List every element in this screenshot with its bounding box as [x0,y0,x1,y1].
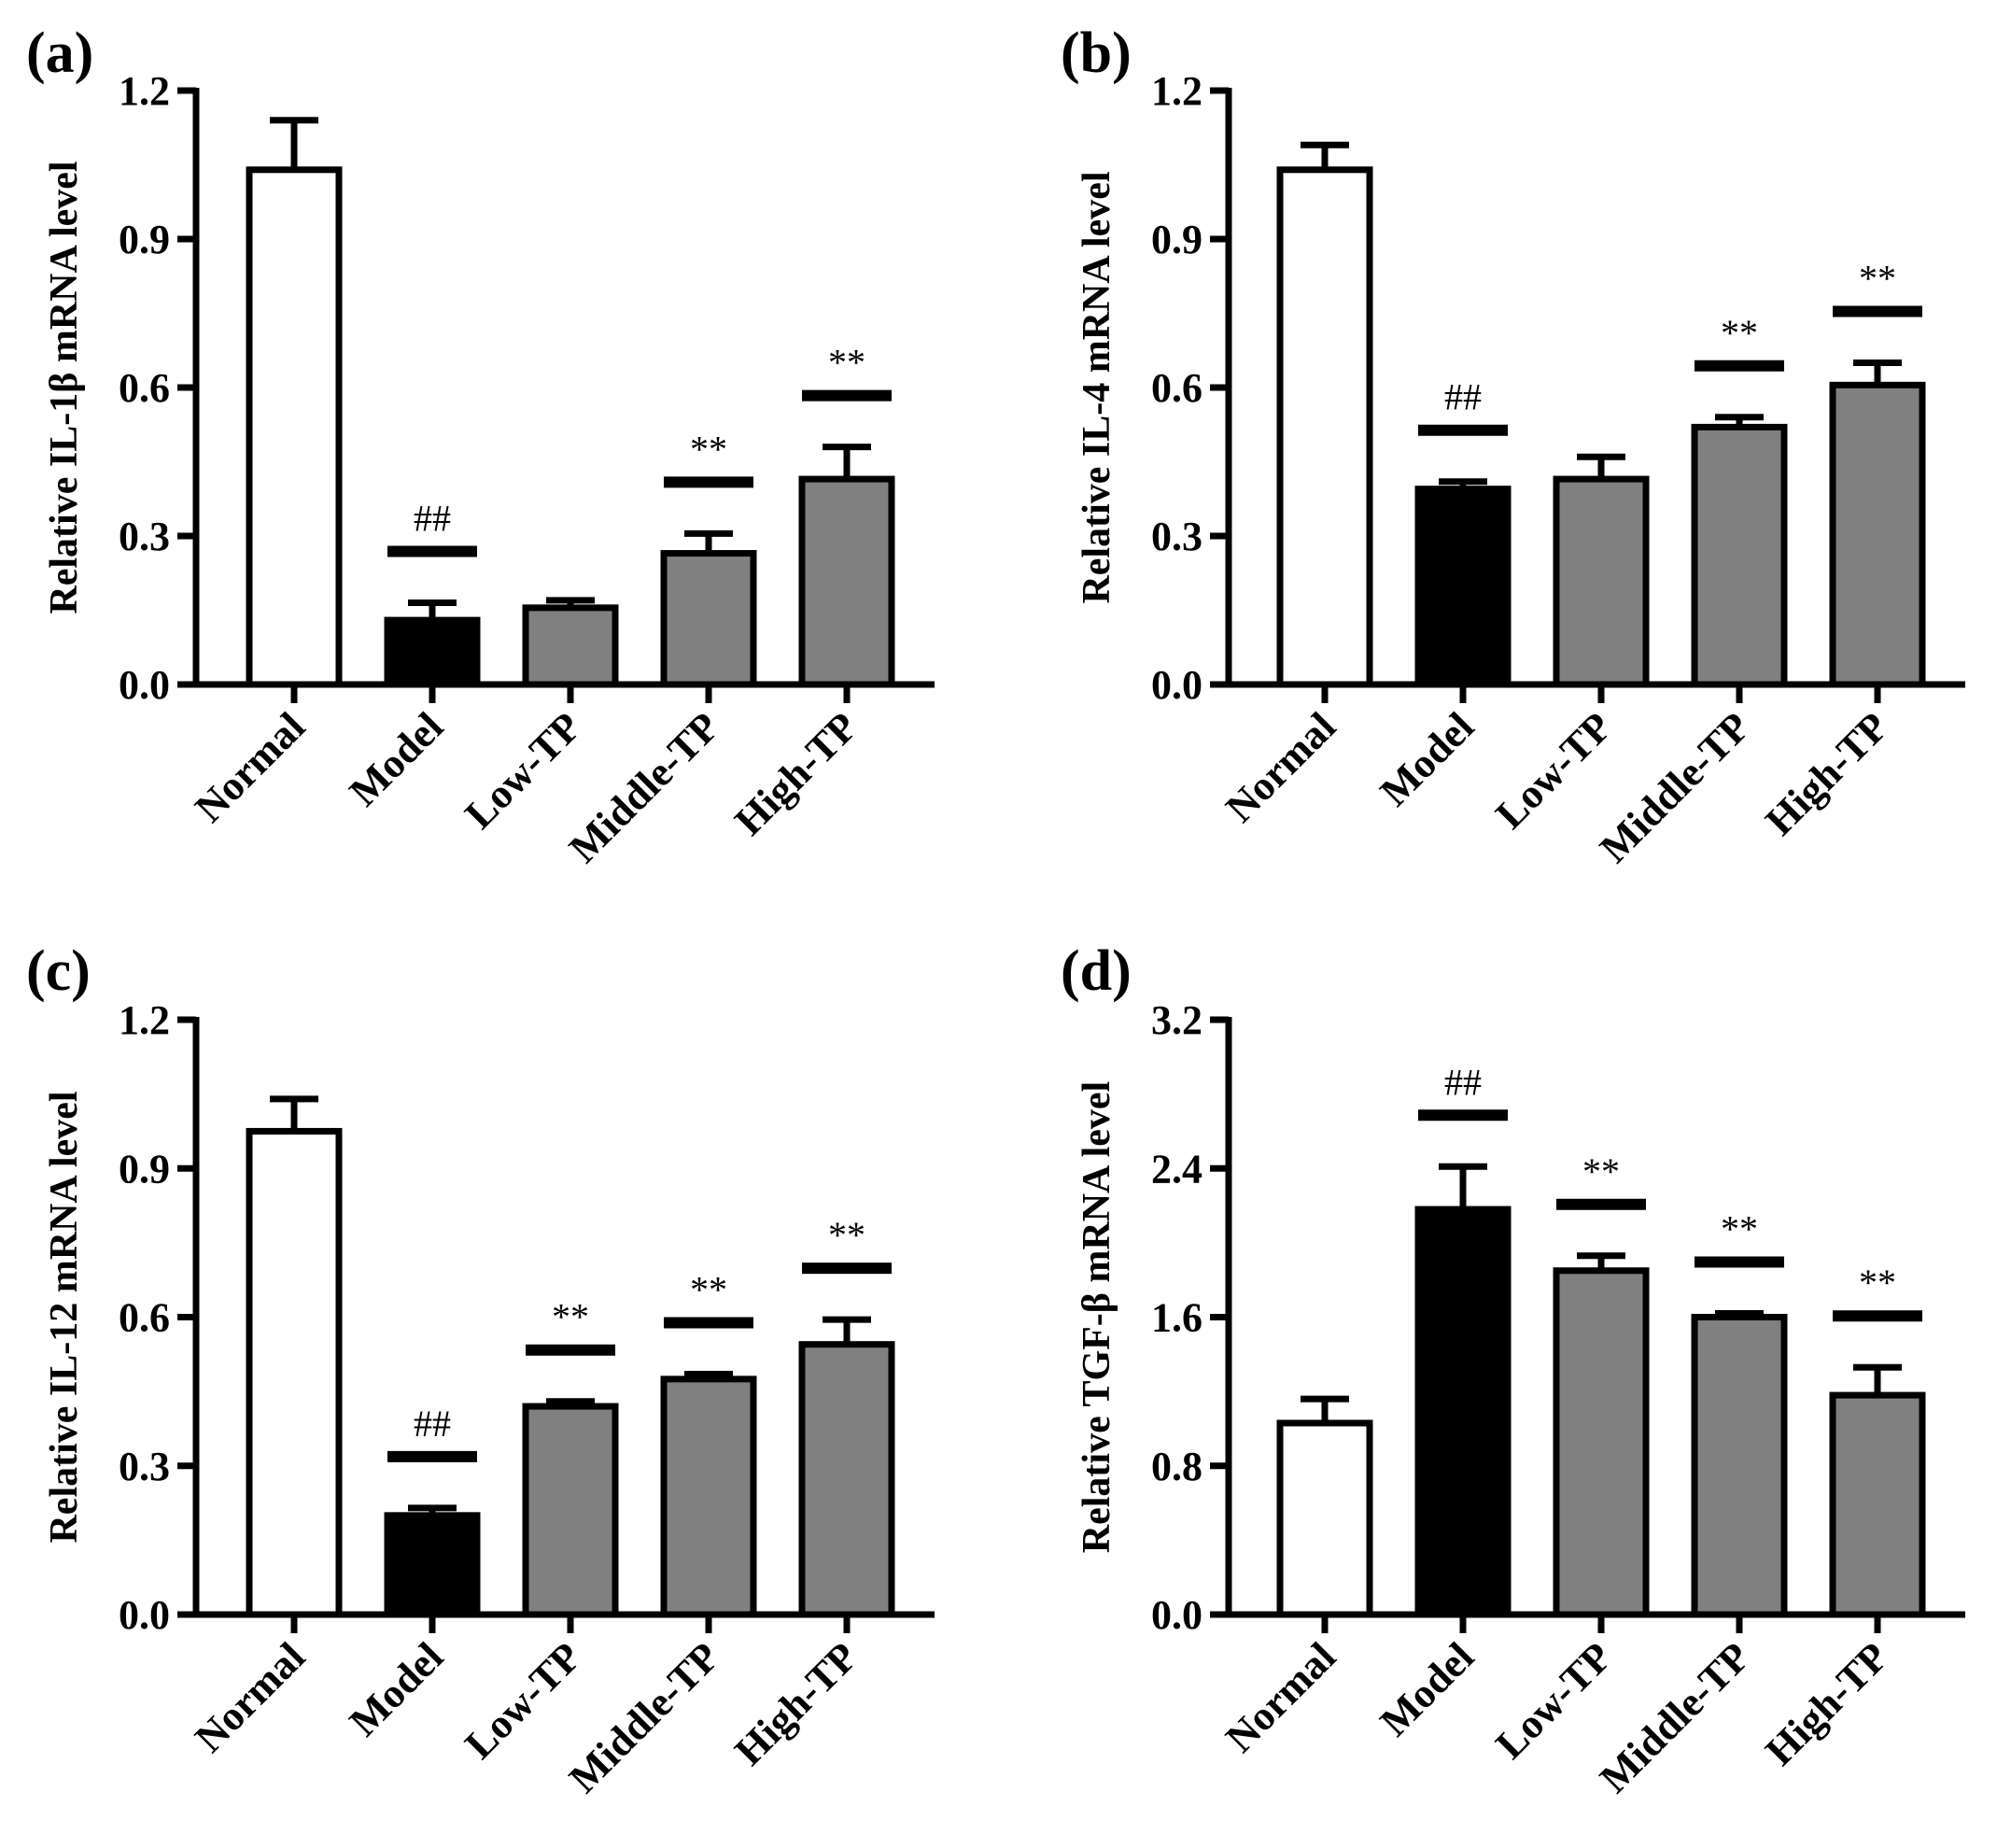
y-axis-label: Relative IL-1β mRNA level [43,161,86,614]
y-tick-label: 1.6 [1151,1295,1202,1341]
y-tick-label: 1.2 [1151,68,1202,114]
significance-marker: ** [690,428,727,470]
x-tick-label: Normal [186,1633,314,1761]
y-tick-label: 0.0 [1151,1592,1202,1638]
x-tick-label: Model [1371,1633,1483,1744]
x-tick-label: Middle-TP [560,703,728,871]
significance-marker: ## [1444,376,1482,418]
x-tick-label: High-TP [1757,703,1897,843]
panel-label: (a) [26,21,93,85]
y-tick-label: 0.8 [1151,1444,1202,1489]
y-tick-label: 0.9 [1151,217,1202,262]
bar-high-tp [798,1341,895,1618]
y-tick-label: 1.2 [119,997,170,1043]
significance-marker: ** [1721,312,1758,354]
y-tick-label: 0.3 [1151,514,1202,559]
chart-panel-d: (d) Relative TGF-β mRNA level 0.0 0.8 1.6 2.4… [1061,939,1965,1801]
significance-marker: ## [1444,1061,1482,1103]
panel-label: (b) [1061,21,1132,85]
bar-low-tp [522,1403,619,1618]
significance-marker: ** [828,1214,865,1256]
significance-marker: ** [1859,258,1896,300]
x-tick-label: Middle-TP [1591,703,1759,871]
y-tick-label: 0.9 [119,217,170,262]
x-tick-label: Model [341,1633,452,1744]
x-tick-label: Low-TP [457,1633,591,1768]
y-tick-label: 3.2 [1151,997,1202,1043]
bar-low-tp [1553,475,1650,688]
y-tick-label: 0.6 [119,1295,170,1341]
bar-model [1414,486,1512,688]
x-tick-label: Middle-TP [1591,1633,1759,1801]
x-tick-label: Low-TP [457,703,591,838]
x-tick-label: High-TP [726,703,866,843]
y-tick-label: 0.6 [119,365,170,411]
bar-middle-tp [660,550,757,688]
chart-panel-c: (c) Relative IL-12 mRNA level 0.0 0.3 0.6 0.9… [26,939,935,1801]
bar-model [1414,1206,1512,1618]
bar-low-tp [1553,1267,1650,1618]
bar-model [384,616,481,688]
bar-normal [246,1127,343,1618]
y-axis-label: Relative IL-4 mRNA level [1076,171,1118,603]
x-tick-label: Normal [1216,1633,1344,1761]
y-tick-label: 0.0 [119,1592,170,1638]
bar-normal [246,166,343,688]
significance-marker: ** [690,1269,727,1311]
significance-marker: ** [552,1296,589,1338]
x-tick-label: High-TP [1757,1633,1897,1773]
bar-middle-tp [1691,1314,1788,1618]
y-tick-label: 0.6 [1151,365,1202,411]
y-tick-label: 2.4 [1151,1146,1202,1192]
significance-marker: ** [1721,1208,1758,1250]
bar-low-tp [522,604,619,688]
chart-panel-b: (b) Relative IL-4 mRNA level 0.0 0.3 0.6 0.9 1… [1061,21,1965,871]
y-tick-label: 1.2 [119,68,170,114]
y-axis-label: Relative TGF-β mRNA level [1076,1081,1118,1553]
x-tick-label: Low-TP [1487,1633,1622,1768]
y-tick-label: 0.9 [119,1146,170,1192]
significance-marker: ## [414,1403,451,1445]
y-axis-label: Relative IL-12 mRNA level [43,1091,86,1543]
bar-high-tp [798,475,895,688]
x-tick-label: Middle-TP [560,1633,728,1801]
x-tick-label: Model [1371,703,1483,814]
bar-normal [1276,166,1373,688]
significance-marker: ** [1582,1150,1620,1192]
panel-label: (c) [26,939,91,1003]
bar-middle-tp [660,1375,757,1618]
bar-middle-tp [1691,423,1788,688]
x-tick-label: Normal [186,703,314,831]
significance-marker: ** [1859,1262,1896,1304]
y-tick-label: 0.0 [1151,662,1202,708]
bar-normal [1276,1419,1373,1618]
bar-high-tp [1829,1391,1926,1618]
y-tick-label: 0.0 [119,662,170,708]
x-tick-label: High-TP [726,1633,866,1773]
panel-label: (d) [1061,939,1132,1003]
x-tick-label: Low-TP [1487,703,1622,838]
x-tick-label: Model [341,703,452,814]
y-tick-label: 0.3 [119,1444,170,1489]
bar-model [384,1512,481,1618]
x-tick-label: Normal [1216,703,1344,831]
significance-marker: ## [414,498,451,540]
bar-high-tp [1829,381,1926,688]
chart-panel-a: (a) Relative IL-1β mRNA level 0.0 0.3 0.6 0.9… [26,21,935,871]
y-tick-label: 0.3 [119,514,170,559]
significance-marker: ** [828,342,865,384]
